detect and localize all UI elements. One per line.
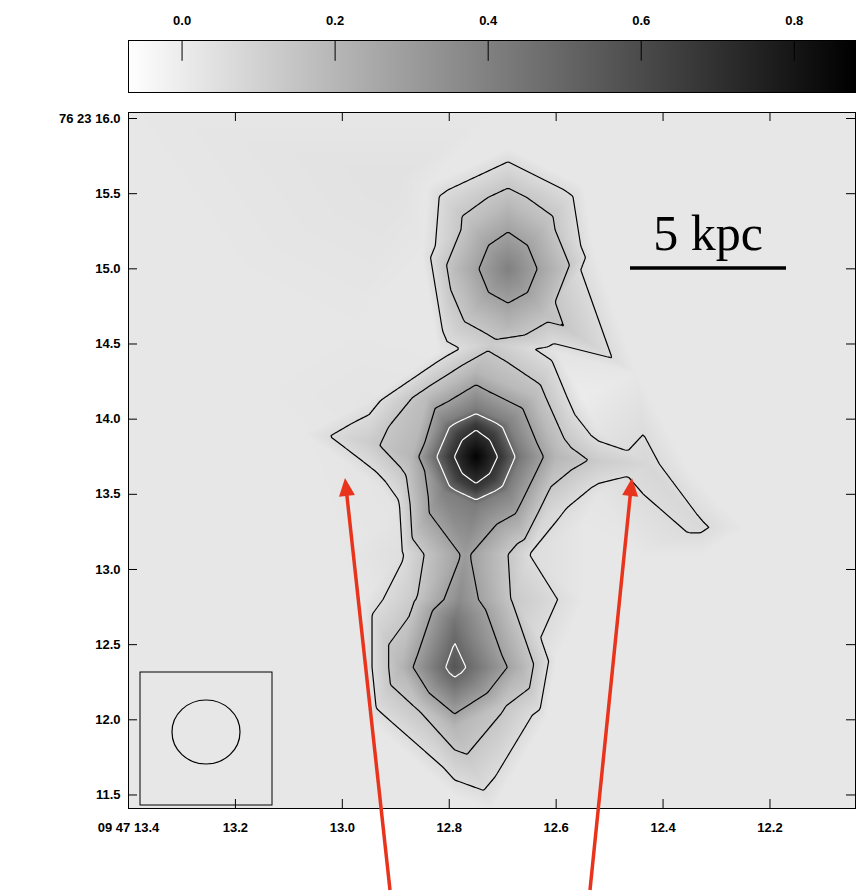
svg-text:13.0: 13.0 <box>330 820 355 835</box>
svg-text:12.4: 12.4 <box>650 820 676 835</box>
svg-text:0.0: 0.0 <box>173 13 191 28</box>
svg-text:76 23 16.0: 76 23 16.0 <box>59 111 120 126</box>
svg-text:12.6: 12.6 <box>543 820 568 835</box>
svg-text:13.2: 13.2 <box>223 820 248 835</box>
svg-text:15.5: 15.5 <box>95 186 120 201</box>
svg-text:5 kpc: 5 kpc <box>653 205 763 261</box>
svg-text:14.0: 14.0 <box>95 411 120 426</box>
svg-text:0.6: 0.6 <box>632 13 650 28</box>
svg-text:0.8: 0.8 <box>785 13 803 28</box>
svg-text:12.5: 12.5 <box>95 637 120 652</box>
svg-text:13.0: 13.0 <box>95 562 120 577</box>
svg-text:0.2: 0.2 <box>326 13 344 28</box>
svg-text:11.5: 11.5 <box>96 787 121 802</box>
svg-text:12.8: 12.8 <box>437 820 462 835</box>
svg-text:13.5: 13.5 <box>95 486 120 501</box>
svg-text:12.2: 12.2 <box>757 820 782 835</box>
svg-text:14.5: 14.5 <box>95 336 120 351</box>
svg-text:09 47 13.4: 09 47 13.4 <box>98 820 160 835</box>
svg-text:12.0: 12.0 <box>95 712 120 727</box>
svg-text:0.4: 0.4 <box>479 13 498 28</box>
svg-text:15.0: 15.0 <box>95 261 120 276</box>
